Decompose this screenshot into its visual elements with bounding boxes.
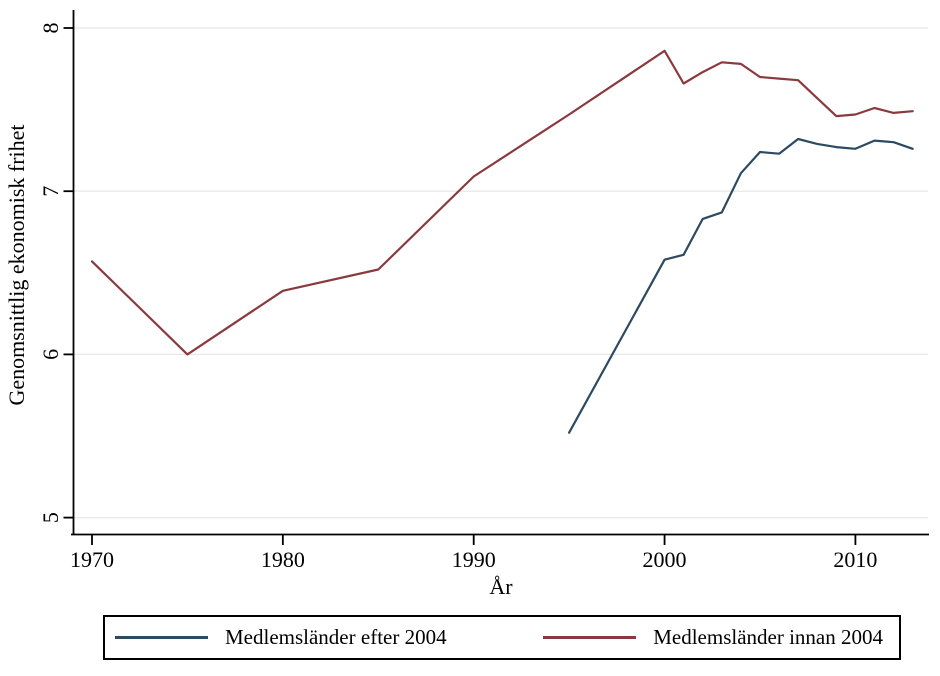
- gridlines: [74, 27, 928, 519]
- x-axis-title: År: [489, 574, 513, 599]
- legend-label: Medlemsländer efter 2004: [225, 625, 447, 649]
- y-tick-label: 5: [38, 512, 63, 523]
- tick-marks: [63, 27, 857, 545]
- legend-item-innan-2004: Medlemsländer innan 2004: [543, 625, 883, 650]
- legend-item-efter-2004: Medlemsländer efter 2004: [115, 625, 447, 650]
- legend-line-sample-blue: [115, 636, 208, 639]
- axes: [71, 10, 929, 536]
- series-line-0: [567, 137, 914, 434]
- y-tick-label: 8: [38, 23, 63, 34]
- legend: Medlemsländer efter 2004 Medlemsländer i…: [103, 615, 901, 660]
- y-tick-label: 6: [38, 349, 63, 360]
- x-tick-label: 1970: [70, 547, 114, 572]
- y-axis-title: Genomsnittlig ekonomisk frihet: [4, 124, 29, 405]
- legend-label: Medlemsländer innan 2004: [653, 625, 883, 649]
- legend-line-sample-maroon: [543, 636, 637, 639]
- x-tick-label: 2000: [643, 547, 687, 572]
- x-tick-label: 1990: [452, 547, 496, 572]
- tick-labels: 5 6 7 8 1970 1980 1990 2000 2010: [38, 23, 877, 573]
- x-tick-label: 2010: [833, 547, 877, 572]
- series-line-1: [90, 49, 914, 356]
- y-tick-label: 7: [38, 186, 63, 197]
- x-tick-label: 1980: [261, 547, 305, 572]
- series-lines: [90, 49, 914, 434]
